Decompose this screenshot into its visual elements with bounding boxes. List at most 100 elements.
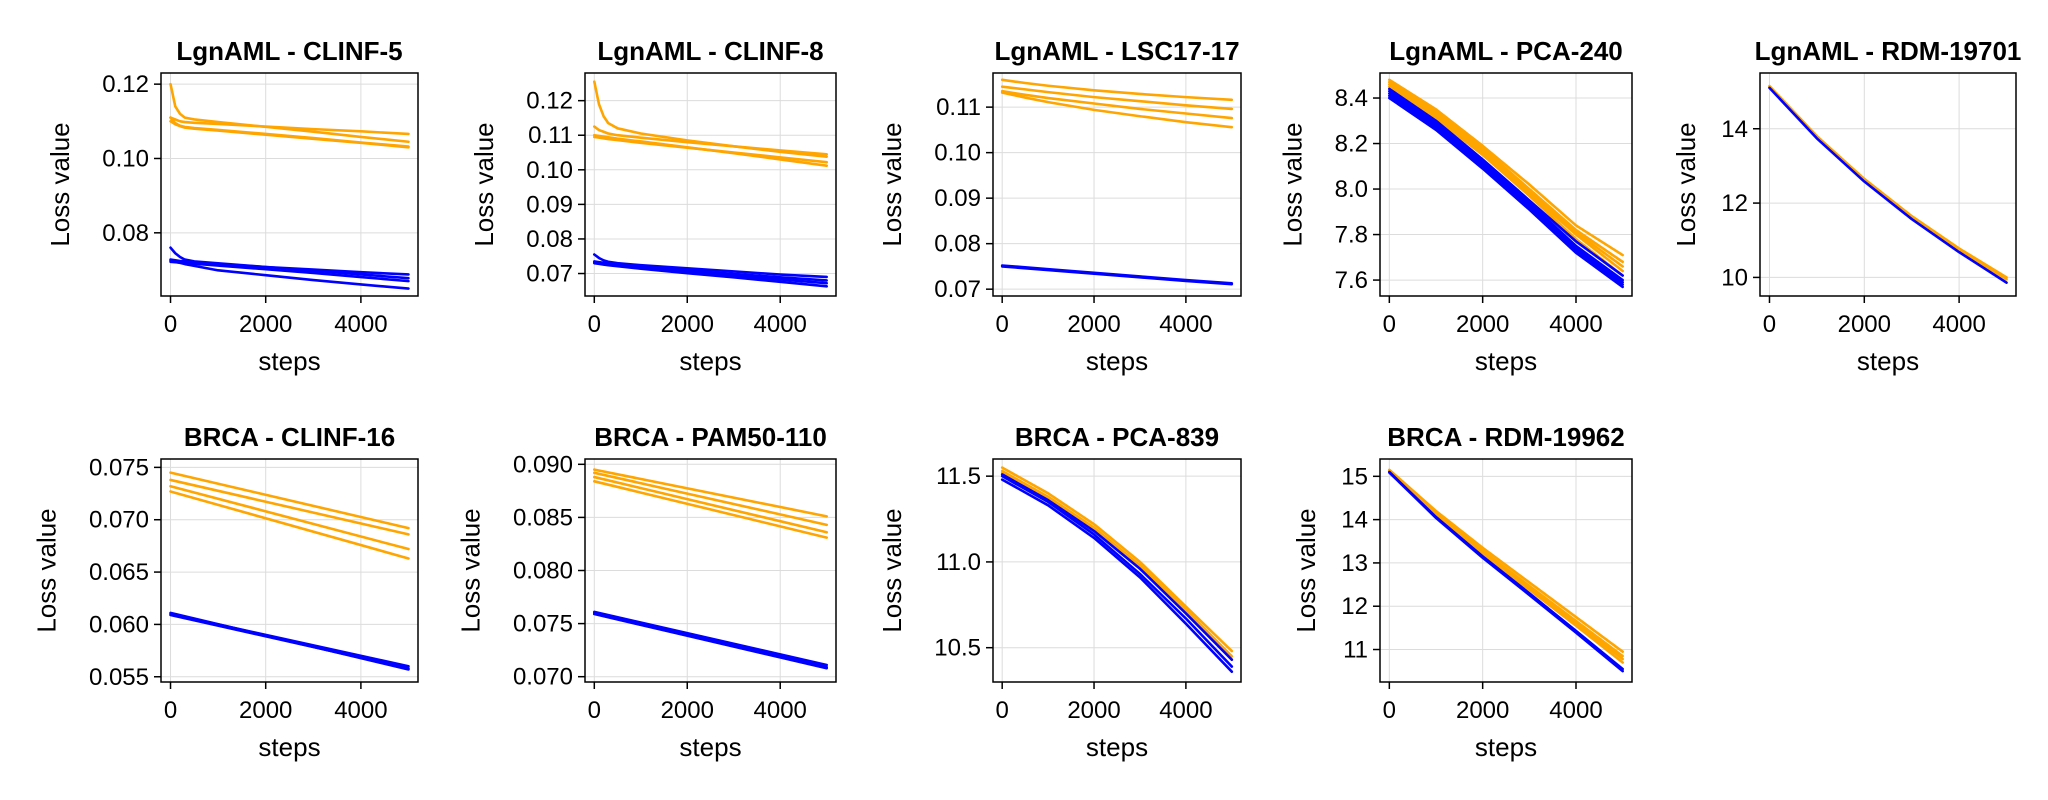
series-group [169, 82, 410, 290]
series-line-blue [1000, 264, 1234, 286]
subplot-title: LgnAML - RDM-19701 [1755, 36, 2022, 66]
subplot-9: 0 2000 4000 11 12 13 14 15 BRCA - RDM-19962 steps… [1291, 422, 1633, 762]
series-line-orange [1388, 83, 1624, 268]
series-line-orange [1000, 91, 1234, 129]
y-tick-label: 0.07 [934, 276, 981, 303]
y-tick-label: 0.055 [89, 664, 149, 691]
series-group [1000, 78, 1234, 286]
y-tick-label: 8.0 [1335, 176, 1368, 203]
plot-frame [992, 72, 1242, 297]
y-axis-label: Loss value [1671, 122, 1701, 246]
x-tick-label: 2000 [239, 311, 292, 338]
y-tick-label: 8.2 [1335, 131, 1368, 158]
x-tick-label: 4000 [334, 697, 387, 724]
y-tick-label: 0.09 [934, 185, 981, 212]
series-line-blue [169, 260, 410, 283]
y-tick-label: 10 [1721, 264, 1748, 291]
y-tick-label: 13 [1341, 550, 1368, 577]
x-tick-label: 4000 [1549, 311, 1602, 338]
x-axis-label: steps [1475, 732, 1537, 762]
y-tick-label: 12 [1341, 593, 1368, 620]
series-line-orange [592, 468, 829, 518]
x-axis-label: steps [258, 732, 320, 762]
series-line-orange [1768, 85, 2008, 281]
series-line-orange [592, 135, 829, 164]
series-line-blue [1000, 478, 1234, 674]
y-tick-label: 10.5 [934, 635, 981, 662]
y-axis-label: Loss value [469, 122, 499, 246]
subplot-4: 0 2000 4000 7.6 7.8 8.0 8.2 8.4 LgnAML - PCA-240… [1278, 36, 1633, 376]
x-tick-label: 0 [164, 311, 177, 338]
y-tick-label: 0.12 [526, 88, 573, 115]
series-line-orange [169, 471, 410, 530]
series-line-orange [1000, 85, 1234, 111]
x-tick-label: 4000 [754, 311, 807, 338]
x-tick-label: 0 [1763, 311, 1776, 338]
y-tick-label: 14 [1721, 116, 1748, 143]
x-tick-label: 2000 [1067, 311, 1120, 338]
x-tick-label: 0 [588, 697, 601, 724]
subplot-5: 0 2000 4000 10 12 14 LgnAML - RDM-19701 steps Lo… [1671, 36, 2021, 376]
y-tick-label: 14 [1341, 507, 1368, 534]
series-line-blue [1000, 473, 1234, 662]
series-line-orange [1388, 87, 1624, 277]
y-axis-label: Loss value [877, 508, 907, 632]
y-tick-label: 0.075 [89, 454, 149, 481]
x-tick-label: 4000 [754, 697, 807, 724]
y-tick-label: 0.08 [934, 231, 981, 258]
x-axis-label: steps [258, 346, 320, 376]
x-tick-label: 2000 [661, 697, 714, 724]
series-line-blue [592, 260, 829, 282]
y-tick-label: 0.075 [513, 611, 573, 638]
series-line-blue [1388, 92, 1624, 284]
series-line-orange [1388, 80, 1624, 264]
x-tick-label: 2000 [1067, 697, 1120, 724]
series-line-blue [1388, 89, 1624, 282]
x-axis-label: steps [1086, 346, 1148, 376]
y-axis-label: Loss value [1278, 122, 1308, 246]
series-line-orange [1768, 84, 2008, 279]
y-tick-label: 0.065 [89, 559, 149, 586]
series-group [1388, 78, 1624, 289]
y-tick-label: 0.09 [526, 191, 573, 218]
y-tick-label: 0.10 [934, 140, 981, 167]
x-tick-label: 0 [588, 311, 601, 338]
y-tick-label: 0.11 [936, 94, 981, 121]
y-tick-label: 0.12 [102, 71, 149, 98]
y-tick-label: 0.085 [513, 504, 573, 531]
x-axis-label: steps [679, 346, 741, 376]
subplot-7: 0 2000 4000 0.070 0.075 0.080 0.085 0.090 BRCA -… [456, 422, 837, 762]
x-axis-label: steps [1857, 346, 1919, 376]
y-tick-label: 0.11 [528, 122, 573, 149]
plot-frame [992, 458, 1242, 683]
plot-frame [1759, 72, 2017, 297]
plot-frame [160, 458, 419, 683]
y-tick-label: 11.0 [936, 549, 981, 576]
x-tick-label: 0 [164, 697, 177, 724]
y-tick-label: 0.07 [526, 261, 573, 288]
y-tick-label: 0.080 [513, 558, 573, 585]
y-tick-label: 7.8 [1335, 222, 1368, 249]
plot-frame [1379, 458, 1633, 683]
plot-frame [1379, 72, 1633, 297]
series-line-blue [1768, 86, 2008, 284]
series-line-orange [1000, 89, 1234, 120]
plot-frame [160, 72, 419, 297]
series-line-blue [592, 261, 829, 285]
series-line-orange [592, 125, 829, 156]
subplot-8: 0 2000 4000 10.5 11.0 11.5 BRCA - PCA-839 steps… [877, 422, 1242, 762]
subplot-title: LgnAML - LSC17-17 [994, 36, 1239, 66]
series-line-orange [1000, 469, 1234, 658]
y-tick-label: 0.08 [102, 220, 149, 247]
y-tick-label: 15 [1341, 463, 1368, 490]
series-group [592, 468, 829, 670]
series-line-orange [1000, 466, 1234, 653]
subplot-title: BRCA - CLINF-16 [184, 422, 395, 452]
y-axis-label: Loss value [877, 122, 907, 246]
x-tick-label: 0 [996, 697, 1009, 724]
x-tick-label: 2000 [239, 697, 292, 724]
y-tick-label: 0.090 [513, 451, 573, 478]
x-axis-label: steps [679, 732, 741, 762]
